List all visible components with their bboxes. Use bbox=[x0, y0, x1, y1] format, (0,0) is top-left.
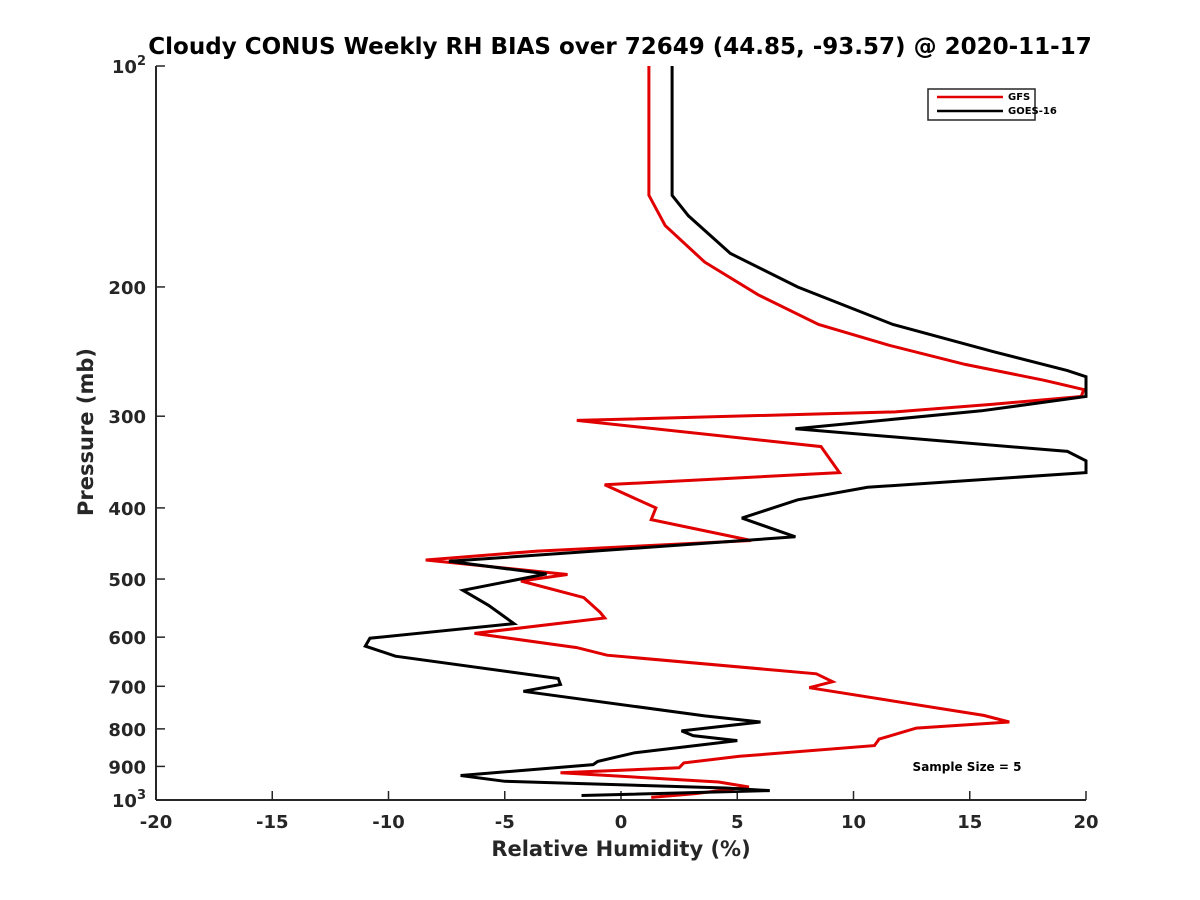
x-tick-label: 15 bbox=[957, 812, 982, 833]
series-line-gfs bbox=[425, 66, 1086, 799]
y-tick-label: 200 bbox=[108, 278, 146, 299]
y-tick-label: 102 bbox=[112, 54, 146, 78]
x-tick-label: 5 bbox=[731, 812, 744, 833]
x-tick-label: -15 bbox=[256, 812, 289, 833]
x-tick-label: -10 bbox=[372, 812, 405, 833]
legend-label-gfs: GFS bbox=[1008, 92, 1030, 103]
y-axis-label: Pressure (mb) bbox=[74, 348, 98, 516]
y-tick-label: 400 bbox=[108, 499, 146, 520]
y-axis-ticks: 102 200 300 400 500 600 700 800 900 103 bbox=[108, 54, 165, 812]
legend-box bbox=[927, 88, 1036, 121]
y-tick-label: 900 bbox=[108, 757, 146, 778]
x-axis-ticks: -20 -15 -10 -5 0 5 10 15 20 bbox=[140, 791, 1099, 833]
y-tick-label: 600 bbox=[108, 628, 146, 649]
x-tick-label: -20 bbox=[140, 812, 173, 833]
y-tick-label: 300 bbox=[108, 407, 146, 428]
sample-size-annotation: Sample Size = 5 bbox=[913, 760, 1022, 774]
x-tick-label: 20 bbox=[1073, 812, 1098, 833]
y-tick-label: 800 bbox=[108, 720, 146, 741]
series-line-goes16 bbox=[363, 66, 1088, 797]
x-axis-label: Relative Humidity (%) bbox=[491, 837, 750, 861]
y-tick-label: 700 bbox=[108, 677, 146, 698]
legend-label-goes16: GOES-16 bbox=[1008, 106, 1057, 117]
x-tick-label: -5 bbox=[495, 812, 515, 833]
series-layer bbox=[363, 66, 1088, 799]
chart-title: Cloudy CONUS Weekly RH BIAS over 72649 (… bbox=[148, 34, 1091, 60]
x-tick-label: 0 bbox=[615, 812, 628, 833]
y-tick-label: 103 bbox=[112, 788, 146, 812]
x-tick-label: 10 bbox=[841, 812, 866, 833]
legend: GFS GOES-16 bbox=[927, 88, 1057, 121]
y-tick-label: 500 bbox=[108, 570, 146, 591]
